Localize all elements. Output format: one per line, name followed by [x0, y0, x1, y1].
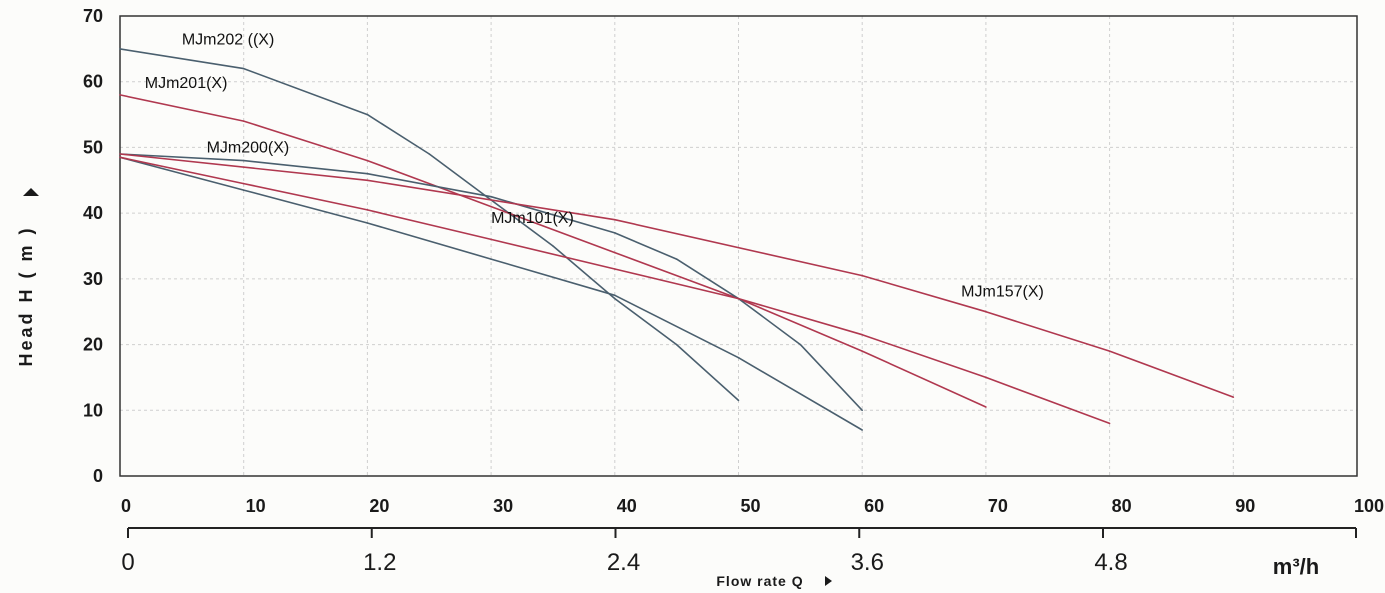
x-tick-label: 70: [988, 496, 1008, 516]
data-point: [490, 258, 492, 260]
data-point: [614, 297, 616, 300]
data-point: [119, 153, 121, 155]
y-axis-arrow-icon: [23, 188, 39, 196]
data-point: [861, 409, 863, 412]
data-point: [861, 274, 863, 277]
data-point: [490, 195, 492, 198]
y-tick-label: 0: [93, 466, 103, 486]
data-point: [985, 310, 987, 313]
x-tick-label: 20: [369, 496, 389, 516]
x-tick-label: 10: [246, 496, 266, 516]
data-point: [614, 232, 616, 234]
x-tick-label: 30: [493, 496, 513, 516]
data-point: [614, 218, 616, 221]
data-point: [119, 156, 121, 159]
data-point: [861, 333, 863, 336]
x2-tick-label: 3.6: [851, 549, 884, 576]
data-point: [799, 343, 802, 346]
x2-tick-label: 2.4: [607, 549, 640, 576]
data-point: [119, 48, 121, 50]
data-point: [737, 297, 740, 300]
x-tick-label: 80: [1112, 496, 1132, 516]
tick-labels: 0 10 20 30 40 50 60 70 0 10 20 30 40 50 60 70 80 90 100 0 1.…: [83, 6, 1384, 576]
data-point: [614, 268, 616, 270]
series-line: [119, 94, 987, 408]
y-tick-label: 50: [83, 137, 103, 157]
data-point: [675, 258, 678, 260]
y-tick-label: 20: [83, 335, 103, 355]
grid: [120, 16, 1357, 476]
x-tick-label: 50: [740, 496, 760, 516]
data-point: [366, 172, 369, 175]
x2-tick-label: 4.8: [1094, 549, 1127, 576]
y-tick-label: 10: [83, 400, 103, 420]
x-tick-label: 100: [1354, 496, 1384, 516]
x2-unit-label: m³/h: [1273, 554, 1319, 579]
series-label: MJm200(X): [207, 140, 290, 157]
x-axis-title: Flow rate Q: [716, 573, 803, 589]
series-lines: [119, 48, 1235, 431]
data-point: [366, 179, 369, 182]
y-tick-label: 60: [83, 72, 103, 92]
series-label: MJm157(X): [961, 283, 1044, 300]
x-axis-arrow-icon: [825, 576, 832, 586]
data-point: [737, 356, 740, 359]
data-point: [242, 120, 245, 122]
data-point: [614, 251, 616, 254]
y-tick-label: 30: [83, 269, 103, 289]
series-labels: MJm202 ((X) MJm201(X) MJm200(X) MJm157(X) MJ…: [145, 32, 1044, 301]
data-point: [1108, 350, 1111, 352]
axes: [119, 15, 1358, 538]
x-tick-label: 0: [121, 496, 131, 516]
data-point: [737, 399, 740, 402]
data-point: [119, 94, 121, 96]
data-point: [490, 238, 492, 241]
data-point: [675, 343, 678, 346]
data-point: [490, 205, 492, 208]
data-point: [242, 67, 245, 70]
series-label: MJm202 ((X): [182, 32, 274, 49]
y-tick-label: 70: [83, 6, 103, 26]
plot-frame: [119, 15, 1358, 477]
data-point: [1232, 396, 1235, 398]
data-point: [242, 189, 245, 191]
data-point: [614, 294, 616, 297]
series-label: MJm201(X): [145, 75, 228, 92]
data-point: [366, 159, 369, 162]
data-point: [985, 406, 987, 408]
data-point: [428, 153, 431, 155]
x2-tick-label: 1.2: [363, 549, 396, 576]
x2-tick-label: 0: [121, 549, 134, 576]
data-point: [861, 429, 863, 431]
data-point: [552, 245, 554, 247]
x-tick-label: 60: [864, 496, 884, 516]
data-point: [985, 376, 987, 379]
series-label: MJm101(X): [491, 210, 574, 227]
data-point: [366, 113, 369, 116]
y-tick-label: 40: [83, 203, 103, 223]
x-tick-label: 40: [617, 496, 637, 516]
data-point: [366, 209, 369, 211]
data-point: [242, 159, 245, 162]
data-point: [861, 350, 863, 352]
data-point: [242, 182, 245, 185]
data-point: [366, 222, 369, 224]
data-point: [1108, 422, 1111, 425]
x-tick-label: 90: [1235, 496, 1255, 516]
y-axis-title: Head H ( m ): [16, 225, 36, 366]
